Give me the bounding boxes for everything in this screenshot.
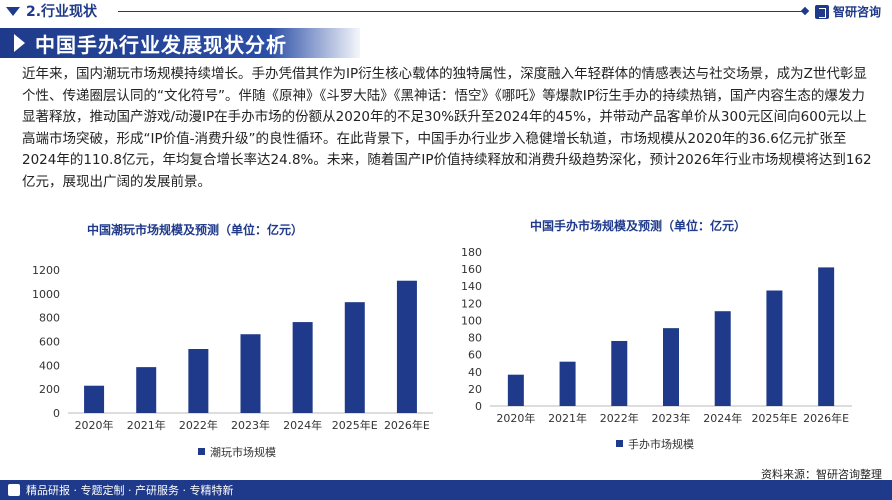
x-tick-label: 2026年E <box>803 411 849 425</box>
y-tick-label: 800 <box>39 312 60 325</box>
chart-title: 中国潮玩市场规模及预测（单位：亿元） <box>87 222 303 237</box>
x-tick-label: 2022年 <box>600 411 639 425</box>
x-tick-label: 2020年 <box>496 411 535 425</box>
section-marker-icon <box>6 6 20 16</box>
x-tick-label: 2020年 <box>75 418 114 432</box>
shouban-chart-svg: 中国手办市场规模及预测（单位：亿元） 0 20 40 60 80 100 120 140 160 1… <box>461 218 852 451</box>
bar-2020年 <box>507 374 524 406</box>
bar-2024年 <box>714 311 731 406</box>
bar-2020年 <box>84 385 105 413</box>
y-tick-label: 80 <box>468 332 482 345</box>
bar-2026年E <box>396 280 417 413</box>
bar-2025年E <box>344 302 365 413</box>
y-tick-label: 40 <box>468 366 482 379</box>
bar-2022年 <box>611 340 628 406</box>
bar-2021年 <box>559 361 576 406</box>
chaowan-chart-svg: 中国潮玩市场规模及预测（单位：亿元） 0 200 400 600 800 1000 1200 2… <box>32 222 433 459</box>
bar-2021年 <box>136 367 157 413</box>
y-tick-label: 60 <box>468 349 482 362</box>
y-tick-label: 1200 <box>32 264 60 277</box>
shouban-market-chart: 中国手办市场规模及预测（单位：亿元） 0 20 40 60 80 100 120 140 160 1… <box>450 210 870 460</box>
legend-swatch <box>616 440 623 447</box>
x-tick-label: 2025年E <box>332 418 378 432</box>
bar-2025年E <box>766 290 783 406</box>
x-tick-label: 2025年E <box>751 411 797 425</box>
bar-2026年E <box>818 267 835 406</box>
legend-label: 潮玩市场规模 <box>210 445 276 459</box>
y-tick-label: 160 <box>461 263 482 276</box>
y-tick-label: 100 <box>461 314 482 327</box>
x-tick-label: 2026年E <box>384 418 430 432</box>
y-tick-label: 180 <box>461 246 482 259</box>
chaowan-market-chart: 中国潮玩市场规模及预测（单位：亿元） 0 200 400 600 800 1000 1200 2… <box>20 215 450 470</box>
section-title-label: 2.行业现状 <box>26 4 98 20</box>
bar-2023年 <box>240 334 261 413</box>
y-tick-label: 400 <box>39 359 60 372</box>
y-tick-label: 600 <box>39 336 60 349</box>
page-title: 中国手办行业发展现状分析 <box>35 32 287 57</box>
chart-title: 中国手办市场规模及预测（单位：亿元） <box>530 218 746 233</box>
y-tick-label: 0 <box>53 407 60 420</box>
y-tick-label: 120 <box>461 297 482 310</box>
header-divider <box>118 11 808 12</box>
footer-logo-icon <box>8 484 20 496</box>
page-title-banner: 中国手办行业发展现状分析 <box>0 28 360 58</box>
logo-icon <box>815 4 829 19</box>
top-bar: 2.行业现状 智研咨询 <box>0 0 892 22</box>
legend-swatch <box>198 448 205 455</box>
y-tick-label: 20 <box>468 383 482 396</box>
logo-text: 智研咨询 <box>833 5 882 19</box>
footer-tagline: 精品研报 · 专题定制 · 产研服务 · 专精特新 <box>26 484 234 497</box>
bar-2024年 <box>292 322 313 413</box>
bar-2023年 <box>663 328 679 406</box>
x-tick-label: 2024年 <box>703 411 742 425</box>
x-tick-label: 2024年 <box>283 418 322 432</box>
brand-logo: 智研咨询 <box>815 3 881 20</box>
y-tick-label: 1000 <box>32 288 60 301</box>
divider-end-icon <box>800 6 810 16</box>
y-tick-label: 200 <box>39 383 60 396</box>
banner-arrow-icon <box>14 34 25 52</box>
legend-label: 手办市场规模 <box>628 437 694 451</box>
x-tick-label: 2022年 <box>179 418 218 432</box>
y-tick-label: 0 <box>475 400 482 413</box>
section-title: 2.行业现状 <box>6 2 97 20</box>
bar-2022年 <box>188 349 209 413</box>
footer-bar: 精品研报 · 专题定制 · 产研服务 · 专精特新 <box>0 480 892 500</box>
data-source: 资料来源：智研咨询整理 <box>761 468 882 481</box>
x-tick-label: 2023年 <box>652 411 691 425</box>
intro-paragraph: 近年来，国内潮玩市场规模持续增长。手办凭借其作为IP衍生核心载体的独特属性，深度… <box>22 66 872 190</box>
x-tick-label: 2021年 <box>548 411 587 425</box>
x-tick-label: 2021年 <box>127 418 166 432</box>
x-tick-label: 2023年 <box>231 418 270 432</box>
y-tick-label: 140 <box>461 280 482 293</box>
